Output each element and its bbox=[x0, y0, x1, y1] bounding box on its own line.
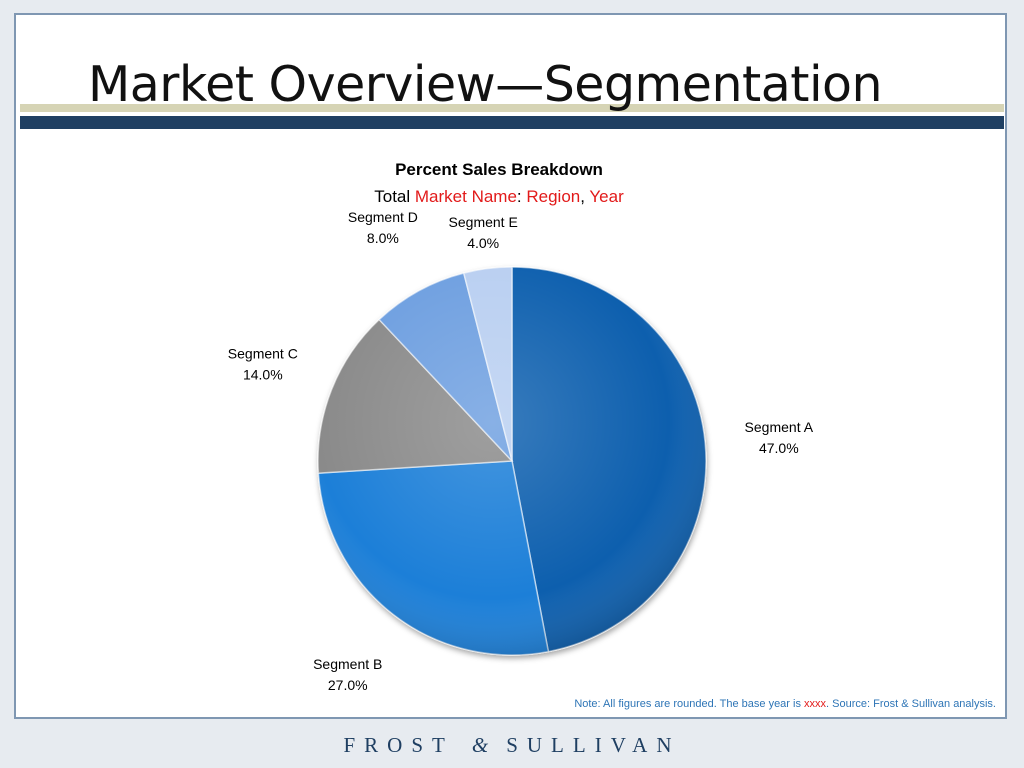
pie-slice-segment-a bbox=[511, 266, 707, 653]
chart-subtitle: Total Market Name: Region, Year bbox=[0, 187, 998, 207]
pie-labels: Segment A 47.0% Segment B 27.0% Segment C 14.… bbox=[228, 209, 814, 693]
pie-slice-segment-b bbox=[317, 460, 550, 656]
pie-label-name: Segment D bbox=[348, 209, 418, 225]
pie-label-segment-d: Segment D 8.0% bbox=[348, 209, 418, 246]
subtitle-prefix: Total bbox=[374, 187, 415, 206]
subtitle-region: Region bbox=[526, 187, 581, 206]
subtitle-comma: , bbox=[580, 187, 590, 206]
pie-slices bbox=[317, 266, 707, 656]
pie-label-segment-b: Segment B 27.0% bbox=[313, 656, 382, 693]
title-rule-light bbox=[20, 104, 1004, 112]
brand-logo-left: FROST bbox=[343, 733, 454, 757]
footnote-source: . Source: Frost & Sullivan analysis. bbox=[826, 698, 996, 710]
slide-title: Market Overview—Segmentation bbox=[88, 56, 883, 113]
footnote-base-year: xxxx bbox=[804, 698, 827, 710]
subtitle-year: Year bbox=[589, 187, 624, 206]
title-rule-dark bbox=[20, 116, 1004, 129]
pie-label-name: Segment B bbox=[313, 656, 382, 672]
pie-label-segment-c: Segment C 14.0% bbox=[228, 345, 298, 382]
subtitle-colon: : bbox=[516, 187, 527, 206]
footnote: Note: All figures are rounded. The base … bbox=[574, 698, 996, 710]
pie-label-name: Segment E bbox=[449, 214, 518, 230]
brand-logo-right: SULLIVAN bbox=[506, 733, 681, 757]
pie-label-segment-a: Segment A 47.0% bbox=[745, 419, 814, 456]
subtitle-market: Market Name bbox=[414, 187, 517, 206]
pie-label-value: 27.0% bbox=[328, 677, 368, 693]
pie-label-value: 14.0% bbox=[243, 366, 283, 382]
brand-logo: FROST & SULLIVAN bbox=[0, 733, 1024, 758]
footnote-text: Note: All figures are rounded. The base … bbox=[574, 698, 805, 710]
pie-label-value: 47.0% bbox=[759, 440, 799, 456]
pie-label-name: Segment C bbox=[228, 345, 298, 361]
pie-label-name: Segment A bbox=[745, 419, 814, 435]
chart-title: Percent Sales Breakdown bbox=[395, 160, 603, 179]
pie-label-segment-e: Segment E 4.0% bbox=[449, 214, 518, 251]
brand-logo-amp: & bbox=[471, 733, 489, 757]
pie-label-value: 4.0% bbox=[467, 235, 499, 251]
pie-label-value: 8.0% bbox=[367, 230, 399, 246]
